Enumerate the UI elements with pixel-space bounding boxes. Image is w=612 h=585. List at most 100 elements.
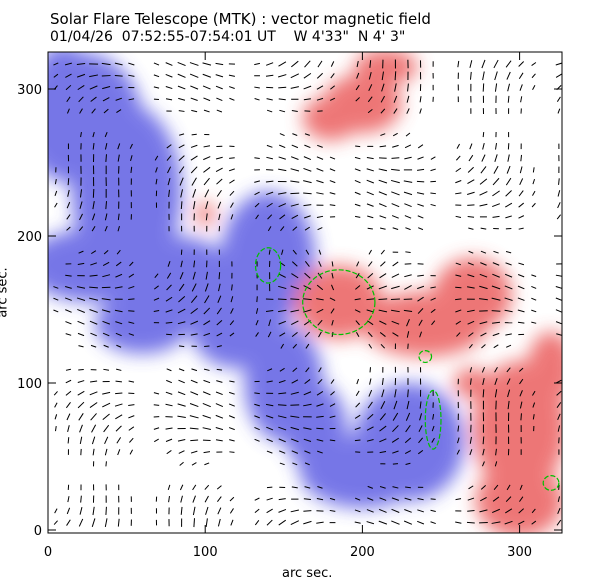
field-vector: [391, 168, 400, 171]
field-vector: [104, 143, 108, 150]
field-vector: [229, 332, 235, 337]
field-vector: [506, 71, 511, 80]
field-vector: [457, 437, 460, 444]
field-vector: [491, 310, 501, 312]
field-vector: [278, 156, 286, 160]
field-vector: [90, 332, 97, 337]
field-vector: [178, 450, 185, 454]
field-vector: [392, 463, 399, 465]
field-vector: [254, 157, 260, 159]
field-vector: [318, 249, 322, 255]
field-vector: [367, 401, 373, 409]
field-vector: [90, 380, 98, 383]
field-vector: [177, 439, 186, 442]
field-vector: [391, 508, 400, 513]
field-vector: [354, 179, 361, 184]
field-vector: [331, 272, 334, 279]
field-vector: [303, 167, 312, 172]
field-vector: [404, 156, 412, 160]
field-vector: [290, 73, 300, 79]
field-vector: [105, 201, 108, 210]
field-vector: [229, 391, 235, 395]
field-vector: [67, 496, 70, 503]
field-vector: [91, 436, 96, 445]
field-vector: [291, 320, 299, 325]
field-vector: [417, 156, 424, 160]
field-vector: [367, 261, 373, 267]
field-vector: [505, 262, 512, 266]
x-axis-label: arc sec.: [282, 566, 333, 581]
field-vector: [517, 297, 525, 301]
field-vector: [266, 438, 273, 443]
field-vector: [491, 521, 501, 524]
field-vector: [317, 486, 323, 489]
field-vector: [354, 203, 361, 207]
field-vector: [394, 71, 397, 81]
field-vector: [191, 133, 197, 136]
field-vector: [531, 285, 537, 289]
field-vector: [228, 427, 235, 431]
field-vector: [469, 436, 472, 444]
field-vector: [379, 485, 386, 489]
field-vector: [505, 177, 512, 186]
field-vector: [379, 332, 386, 337]
field-vector: [265, 415, 274, 419]
field-vector: [254, 403, 260, 407]
field-vector: [79, 213, 83, 221]
field-vector: [180, 495, 183, 503]
field-vector: [456, 332, 461, 337]
field-vector: [368, 343, 373, 349]
field-vector: [482, 83, 485, 92]
field-vector: [203, 145, 211, 148]
field-vector: [166, 379, 173, 384]
field-vector: [267, 226, 272, 232]
field-vector: [203, 177, 210, 186]
field-vector: [115, 425, 122, 432]
field-vector: [66, 108, 70, 114]
field-vector: [278, 168, 287, 172]
field-map: [48, 52, 562, 533]
field-vector: [78, 96, 84, 103]
field-vector: [89, 297, 99, 301]
field-vector: [393, 400, 398, 410]
field-vector: [505, 333, 512, 336]
field-vector: [203, 166, 211, 173]
field-vector: [417, 296, 424, 302]
positive-polarity-region: [294, 265, 383, 339]
field-vector: [392, 486, 399, 489]
field-vector: [77, 390, 85, 396]
field-vector: [519, 484, 523, 490]
field-vector: [115, 321, 123, 325]
field-vector: [255, 332, 259, 337]
field-vector: [407, 389, 409, 398]
field-vector: [153, 62, 160, 66]
field-vector: [217, 496, 222, 503]
field-vector: [556, 96, 561, 102]
field-vector: [179, 484, 184, 491]
field-vector: [329, 403, 336, 407]
field-vector: [266, 497, 273, 501]
field-vector: [455, 155, 461, 161]
field-vector: [417, 215, 424, 219]
field-vector: [190, 85, 199, 90]
field-vector: [215, 62, 224, 66]
field-vector: [128, 298, 135, 301]
field-vector: [417, 203, 424, 207]
field-vector: [392, 261, 399, 267]
field-vector: [455, 521, 462, 524]
field-vector: [380, 343, 386, 349]
field-vector: [430, 509, 436, 513]
field-vector: [79, 108, 83, 114]
field-vector: [467, 320, 475, 325]
field-vector: [303, 520, 312, 525]
field-vector: [517, 285, 525, 290]
field-vector: [366, 168, 374, 172]
field-vector: [215, 85, 223, 90]
field-vector: [191, 109, 198, 113]
field-vector: [128, 404, 135, 407]
field-vector: [403, 180, 413, 183]
field-vector: [204, 462, 210, 466]
field-vector: [79, 436, 83, 445]
field-vector: [192, 506, 196, 516]
field-vector: [505, 508, 513, 514]
